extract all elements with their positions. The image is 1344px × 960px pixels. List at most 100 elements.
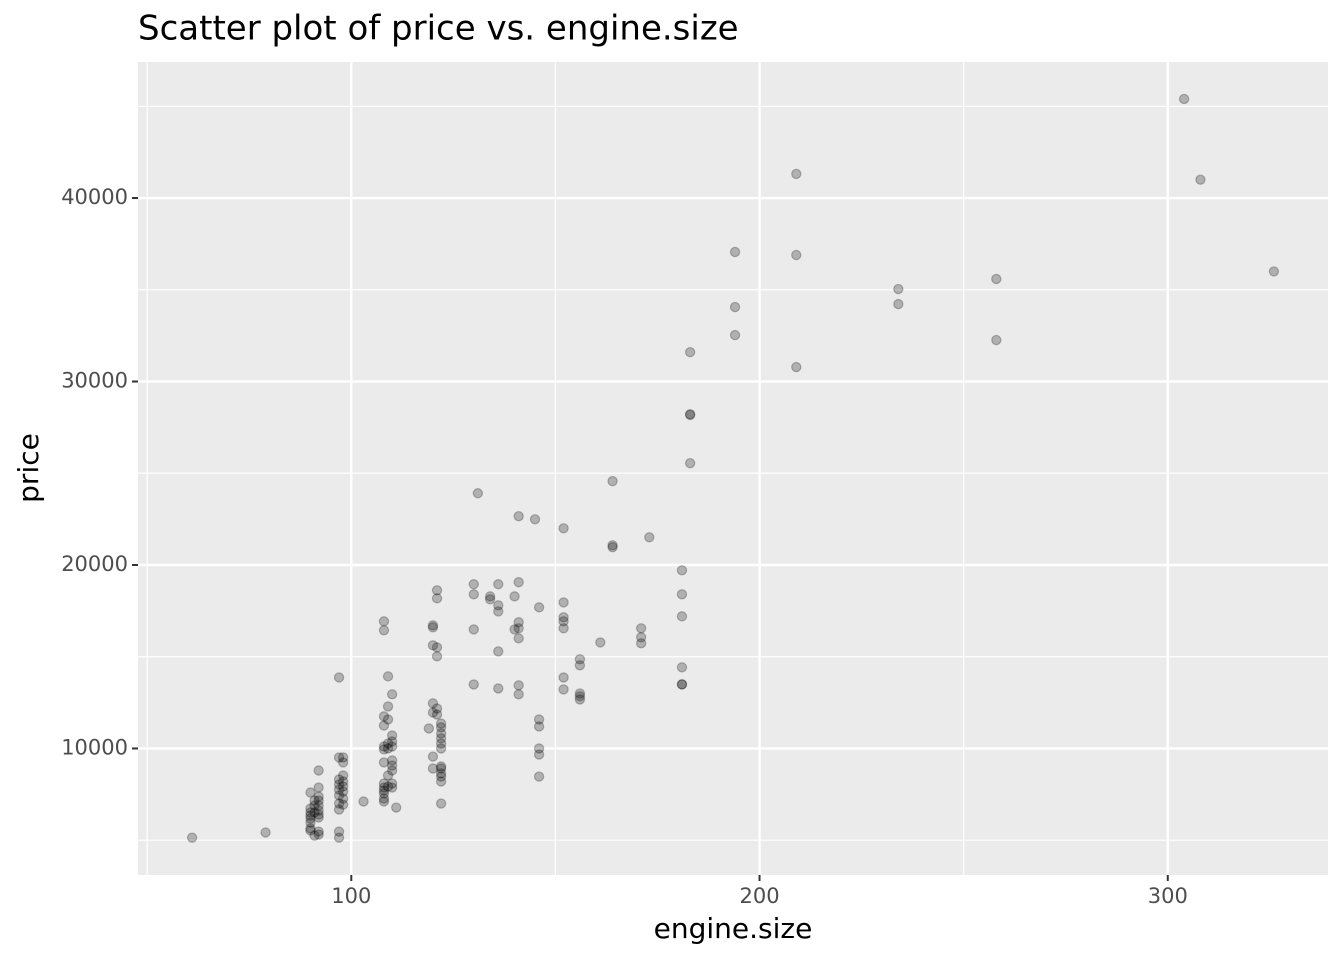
point: [509, 591, 520, 602]
point: [791, 361, 802, 373]
point: [729, 301, 741, 313]
point: [493, 646, 504, 657]
point: [313, 782, 324, 793]
point: [313, 805, 324, 816]
point: [607, 475, 618, 487]
point: [313, 795, 324, 806]
point: [431, 703, 443, 714]
point: [427, 698, 439, 709]
point: [574, 654, 586, 665]
point: [378, 757, 390, 768]
point: [468, 579, 479, 590]
point: [391, 802, 402, 813]
point: [358, 796, 369, 807]
point: [186, 832, 198, 843]
point: [378, 796, 390, 807]
point: [791, 249, 802, 261]
point: [533, 721, 545, 732]
x-tick-label: 100: [331, 884, 371, 908]
point: [684, 346, 696, 358]
y-tick-label: 30000: [61, 369, 128, 393]
point: [378, 625, 390, 636]
point: [558, 672, 569, 683]
point: [435, 798, 447, 809]
point: [1195, 174, 1206, 185]
point: [305, 825, 316, 836]
point: [386, 730, 398, 741]
point: [684, 408, 696, 420]
point: [386, 782, 398, 793]
point: [386, 760, 398, 771]
point: [313, 765, 324, 776]
point: [313, 812, 324, 823]
point: [431, 709, 443, 720]
point: [333, 752, 345, 763]
point: [574, 694, 586, 705]
point: [513, 680, 524, 691]
point: [313, 791, 324, 802]
point: [435, 722, 447, 733]
point: [309, 800, 320, 811]
point: [513, 623, 524, 634]
point: [595, 637, 606, 648]
point: [313, 800, 324, 811]
y-tick-label: 40000: [61, 185, 128, 209]
point: [427, 640, 439, 651]
point: [533, 771, 545, 782]
point: [337, 781, 349, 792]
point: [378, 782, 390, 793]
point: [309, 795, 320, 806]
point: [337, 793, 349, 804]
point: [558, 523, 569, 534]
point: [333, 672, 345, 683]
point: [337, 752, 349, 763]
point: [435, 771, 447, 782]
point: [493, 579, 504, 590]
point: [991, 334, 1002, 346]
point: [607, 541, 618, 553]
point: [1178, 93, 1190, 105]
point: [305, 823, 316, 834]
point: [635, 638, 647, 649]
point: [558, 616, 569, 627]
point: [574, 688, 586, 699]
point: [513, 510, 524, 522]
point: [644, 532, 655, 543]
point: [305, 817, 316, 828]
point: [431, 651, 443, 662]
point: [431, 585, 443, 596]
point: [305, 787, 316, 798]
point: [305, 813, 316, 824]
point: [337, 776, 349, 787]
point: [791, 168, 802, 180]
point: [684, 409, 696, 421]
point: [386, 736, 398, 747]
point: [635, 623, 647, 634]
point: [435, 738, 447, 749]
point: [729, 329, 741, 341]
point: [676, 611, 688, 622]
point: [382, 714, 394, 725]
point: [333, 779, 345, 790]
point: [729, 246, 741, 258]
point: [533, 749, 545, 760]
point: [493, 600, 504, 611]
point: [468, 589, 479, 600]
point: [558, 623, 569, 634]
point: [382, 671, 394, 682]
point: [676, 565, 688, 576]
point: [676, 679, 688, 690]
point: [333, 832, 345, 843]
point: [574, 660, 586, 671]
point: [378, 785, 390, 796]
point: [484, 591, 496, 602]
point: [468, 624, 479, 635]
point: [386, 755, 398, 766]
x-tick-label: 300: [1148, 884, 1188, 908]
point: [305, 807, 316, 818]
point: [676, 679, 688, 690]
y-axis-label: price: [12, 433, 45, 503]
point: [493, 606, 504, 617]
